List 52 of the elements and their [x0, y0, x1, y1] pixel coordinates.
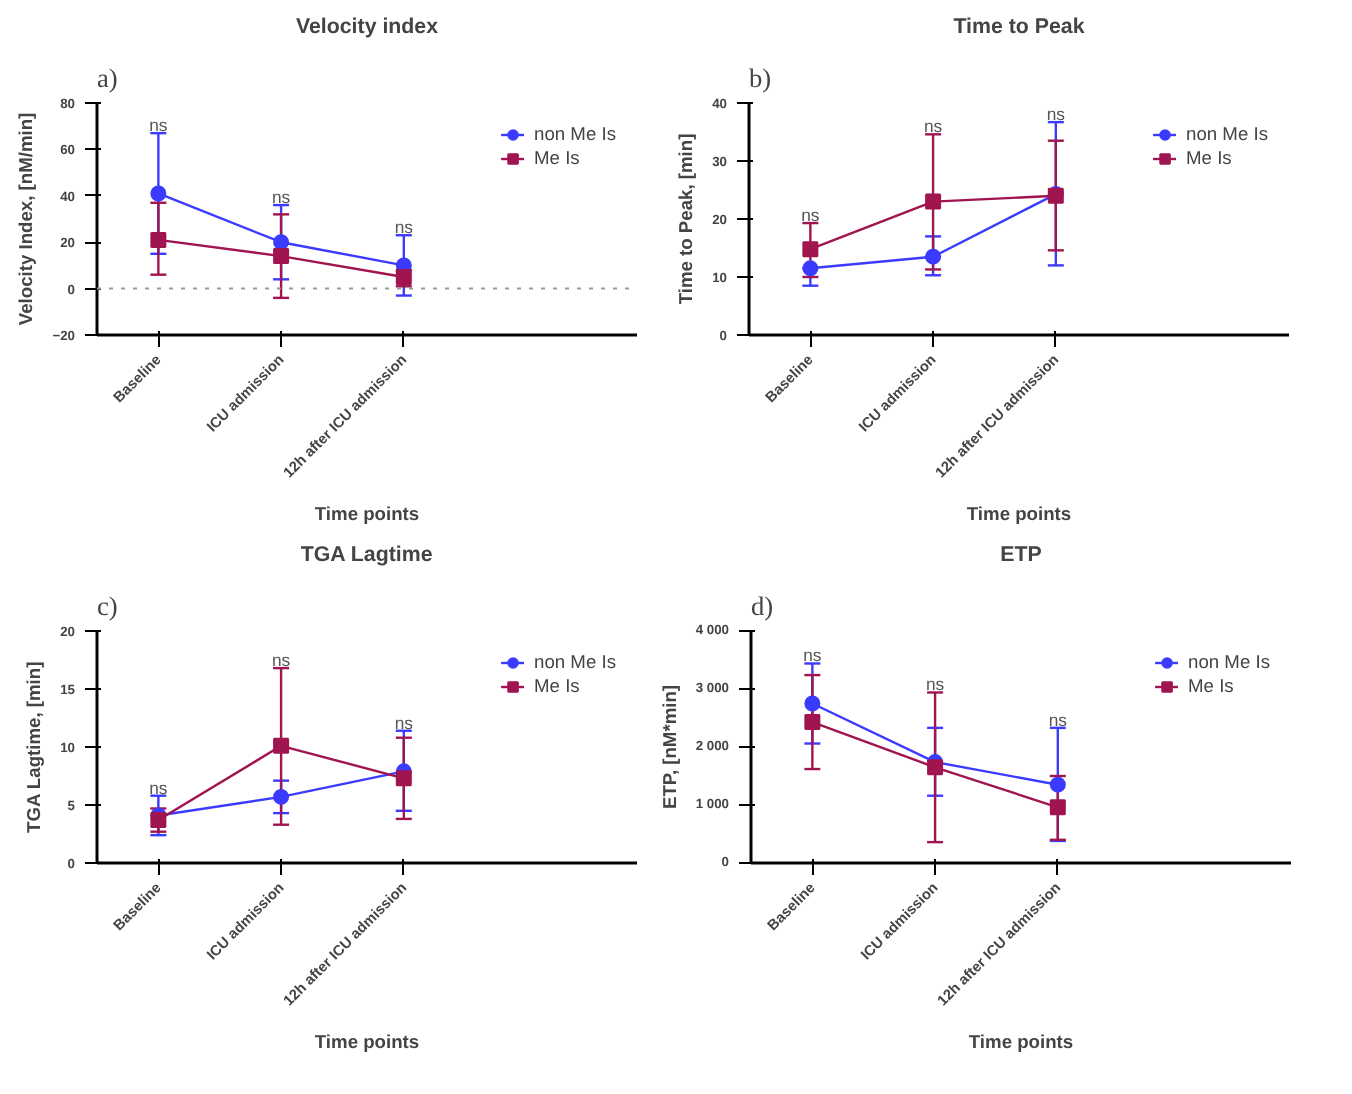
chart-title: TGA Lagtime: [300, 543, 433, 567]
annotation: ns: [149, 777, 169, 798]
annotation: ns: [801, 204, 821, 225]
annotation: ns: [394, 712, 415, 733]
point: [927, 759, 944, 776]
point: [804, 695, 821, 712]
x-axis-title: Time points: [314, 503, 420, 524]
annotation: ns: [803, 645, 823, 666]
chart-title: Time to Peak: [953, 15, 1085, 39]
legend-label: Me Is: [1188, 676, 1234, 696]
annotation: ns: [925, 674, 946, 695]
annotation: ns: [1048, 709, 1069, 730]
chart-title: Velocity index: [295, 15, 439, 39]
legend-label: non Me Is: [534, 124, 616, 144]
x-axis-title: Time points: [968, 1031, 1074, 1052]
point: [804, 714, 821, 731]
point: [1049, 799, 1066, 816]
point: [273, 737, 290, 754]
legend-label: non Me Is: [1186, 124, 1268, 144]
point: [150, 812, 167, 829]
point: [395, 770, 412, 787]
legend-label: Me Is: [534, 676, 580, 696]
legend-label: Me Is: [1186, 148, 1232, 168]
point: [802, 260, 819, 277]
annotation: ns: [149, 115, 169, 136]
point: [802, 241, 819, 258]
text: d): [751, 591, 774, 621]
annotation: ns: [394, 217, 415, 238]
text: c): [97, 591, 118, 621]
point: [1049, 776, 1066, 793]
legend-label: non Me Is: [534, 652, 616, 672]
y-axis-title: TGA Lagtime, [min]: [24, 661, 45, 834]
text: a): [97, 63, 118, 93]
point: [273, 788, 290, 805]
point: [925, 248, 942, 265]
annotation: ns: [271, 186, 292, 207]
x-axis-title: Time points: [966, 503, 1072, 524]
y-axis-title: Velocity Index, [nM/min]: [16, 112, 37, 326]
y-axis-title: ETP, [nM*min]: [659, 684, 680, 810]
x-axis-title: Time points: [314, 1031, 420, 1052]
point: [150, 185, 167, 202]
text: b): [749, 63, 772, 93]
y-axis-title: Time to Peak, [min]: [676, 133, 697, 305]
chart-title: ETP: [1000, 543, 1042, 567]
annotation: ns: [271, 650, 292, 670]
annotation: ns: [1046, 104, 1067, 125]
legend-label: non Me Is: [1188, 652, 1270, 672]
legend-label: Me Is: [534, 148, 580, 168]
point: [273, 248, 290, 265]
point: [925, 193, 942, 210]
annotation: ns: [923, 116, 944, 137]
point: [150, 231, 167, 248]
